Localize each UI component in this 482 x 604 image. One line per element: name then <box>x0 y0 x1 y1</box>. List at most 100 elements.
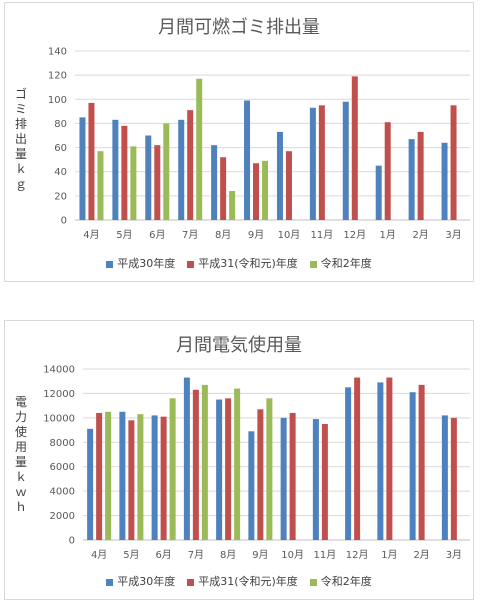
bar <box>262 160 269 220</box>
x-tick-label: 8月 <box>215 229 231 241</box>
bar <box>105 411 112 540</box>
legend-label: 平成31(令和元)年度 <box>198 575 298 588</box>
bar <box>266 398 273 540</box>
x-tick-label: 11月 <box>311 229 334 241</box>
bar <box>441 142 448 220</box>
x-tick-label: 3月 <box>445 229 461 241</box>
bar <box>196 78 203 220</box>
chart-title: 月間電気使用量 <box>176 335 302 356</box>
bar <box>375 165 382 220</box>
legend-label: 平成30年度 <box>117 575 176 588</box>
y-axis-label: 電力使用量ｋｗｈ <box>14 395 27 514</box>
x-tick-label: 7月 <box>188 549 204 561</box>
bar <box>354 377 361 540</box>
bar <box>408 139 415 220</box>
x-tick-label: 10月 <box>281 549 304 561</box>
legend-item: 平成31(令和元)年度 <box>187 573 298 589</box>
bar <box>220 157 227 220</box>
y-tick-label: 80 <box>54 119 67 130</box>
y-axis-label: ゴミ排出量ｋｇ <box>14 87 27 191</box>
bar <box>257 409 264 540</box>
x-tick-label: 4月 <box>83 229 99 241</box>
bar <box>450 417 457 540</box>
x-tick-label: 10月 <box>278 229 301 241</box>
bar <box>187 110 194 220</box>
bar <box>409 392 416 540</box>
x-tick-label: 5月 <box>116 229 132 241</box>
bar <box>441 415 448 540</box>
x-tick-label: 6月 <box>155 549 171 561</box>
bar <box>211 145 218 220</box>
bar <box>169 398 176 540</box>
garbage-plot-area: 0 20 40 60 80 100 120 140 4月 5月 6月 7月 8月 9月 10月 11月 12月 1… <box>48 47 470 241</box>
legend-label: 令和2年度 <box>320 257 372 270</box>
y-tick-label: 0 <box>61 216 67 227</box>
bar <box>450 105 457 220</box>
x-tick-label: 9月 <box>248 229 264 241</box>
bar <box>234 388 241 540</box>
y-tick-label: 60 <box>54 143 67 154</box>
x-tick-label: 12月 <box>346 549 369 561</box>
bar <box>289 412 296 540</box>
bar <box>128 420 135 540</box>
x-tick-label: 2月 <box>413 549 429 561</box>
garbage-chart-panel: 月間可燃ゴミ排出量 ゴミ排出量ｋｇ 0 20 40 60 80 100 120 140 4月 5月… <box>4 2 474 282</box>
bar <box>154 145 161 220</box>
x-tick-label: 4月 <box>91 549 107 561</box>
bar <box>87 428 94 540</box>
bar <box>345 387 352 540</box>
bar <box>386 377 393 540</box>
x-tick-label: 5月 <box>123 549 139 561</box>
bar <box>342 101 349 220</box>
y-tick-label: 0 <box>69 536 75 547</box>
chart-title: 月間可燃ゴミ排出量 <box>158 17 320 38</box>
y-tick-label: 8000 <box>50 438 75 449</box>
x-tick-label: 3月 <box>446 549 462 561</box>
x-tick-label: 7月 <box>182 229 198 241</box>
y-tick-label: 2000 <box>50 511 75 522</box>
legend-item: 平成31(令和元)年度 <box>187 255 298 271</box>
x-tick-label: 2月 <box>412 229 428 241</box>
bar <box>280 417 287 540</box>
bar <box>321 423 328 540</box>
legend-label: 令和2年度 <box>320 575 372 588</box>
bar <box>79 117 86 220</box>
x-tick-label: 8月 <box>220 549 236 561</box>
y-tick-label: 4000 <box>50 487 75 498</box>
bar <box>417 131 424 220</box>
x-tick-label: 6月 <box>149 229 165 241</box>
legend-label: 平成31(令和元)年度 <box>198 257 298 270</box>
electricity-chart-panel: 月間電気使用量 電力使用量ｋｗｈ 0 2000 4000 6000 8000 10000 1… <box>4 320 474 600</box>
legend-swatch <box>309 260 317 268</box>
legend-item: 平成30年度 <box>106 255 175 271</box>
legend-swatch <box>106 260 114 268</box>
bar <box>253 163 260 220</box>
chart-legend: 平成30年度 平成31(令和元)年度 令和2年度 <box>5 255 473 271</box>
chart-legend: 平成30年度 平成31(令和元)年度 令和2年度 <box>5 573 473 589</box>
bar <box>178 119 185 220</box>
bar <box>384 122 391 220</box>
bar <box>160 416 167 540</box>
bar <box>151 415 158 540</box>
x-tick-label: 12月 <box>343 229 366 241</box>
bar <box>163 123 170 220</box>
bar <box>96 412 103 540</box>
y-tick-label: 40 <box>54 167 67 178</box>
legend-swatch <box>106 578 114 586</box>
electricity-plot-area: 0 2000 4000 6000 8000 10000 12000 14000 4月 5月 6月 7月… <box>43 365 470 561</box>
bar <box>88 102 95 220</box>
legend-item: 令和2年度 <box>309 573 372 589</box>
bar <box>244 100 251 220</box>
y-tick-label: 12000 <box>43 389 75 400</box>
bar <box>201 384 208 540</box>
y-tick-label: 10000 <box>43 413 75 424</box>
legend-label: 平成30年度 <box>117 257 176 270</box>
y-tick-label: 20 <box>54 191 67 202</box>
bar <box>377 382 384 540</box>
bar <box>137 414 144 540</box>
bar <box>97 151 104 220</box>
legend-swatch <box>187 578 195 586</box>
legend-swatch <box>309 578 317 586</box>
bar <box>285 151 292 220</box>
bar <box>192 389 199 540</box>
